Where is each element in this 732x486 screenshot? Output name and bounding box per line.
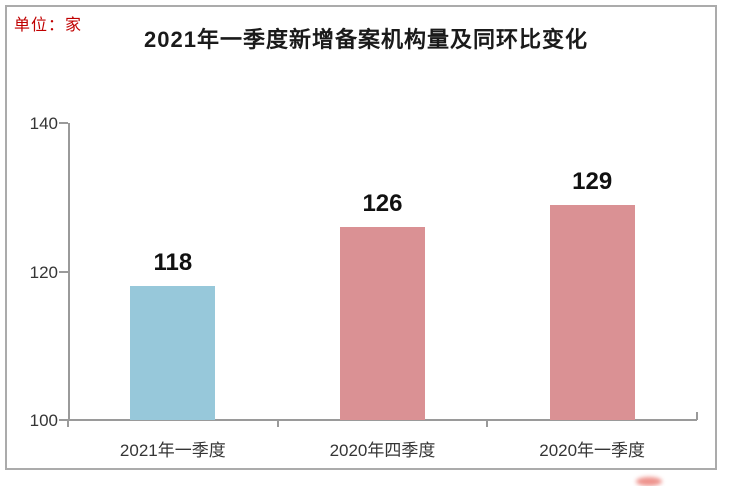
- y-axis-tick-mark: [59, 122, 68, 124]
- chart-title: 2021年一季度新增备案机构量及同环比变化: [144, 27, 588, 52]
- x-axis-tick-mark: [276, 419, 279, 427]
- bar-group: 118 2021年一季度: [68, 0, 278, 486]
- x-axis-tick-mark: [486, 419, 489, 427]
- y-axis-tick-mark: [59, 419, 68, 421]
- bar-2021-q1: [130, 286, 216, 420]
- unit-label: 单位：家: [14, 17, 83, 34]
- x-axis-category-label: 2021年一季度: [119, 441, 226, 460]
- y-axis-tick-label: 120: [29, 262, 58, 282]
- x-axis-tick-mark: [67, 419, 69, 427]
- bar-group: 129 2020年一季度: [487, 0, 697, 486]
- x-axis-category-label: 2020年四季度: [329, 441, 436, 460]
- bar-2020-q4: [339, 226, 425, 420]
- watermark-fragment: [636, 477, 662, 486]
- bar-2020-q1: [549, 204, 635, 420]
- y-axis-tick-label: 100: [29, 411, 58, 430]
- y-axis-tick-label: 140: [29, 114, 58, 133]
- bar-group: 126 2020年四季度: [278, 0, 488, 486]
- y-axis-tick-mark: [59, 270, 68, 273]
- bar-value-label: 118: [153, 249, 193, 277]
- x-axis-tick-mark: [696, 412, 698, 420]
- bar-value-label: 126: [362, 189, 403, 217]
- x-axis-category-label: 2020年一季度: [539, 441, 646, 460]
- y-axis-line: [68, 123, 70, 420]
- x-axis-line: [68, 419, 697, 421]
- bar-value-label: 129: [572, 167, 613, 195]
